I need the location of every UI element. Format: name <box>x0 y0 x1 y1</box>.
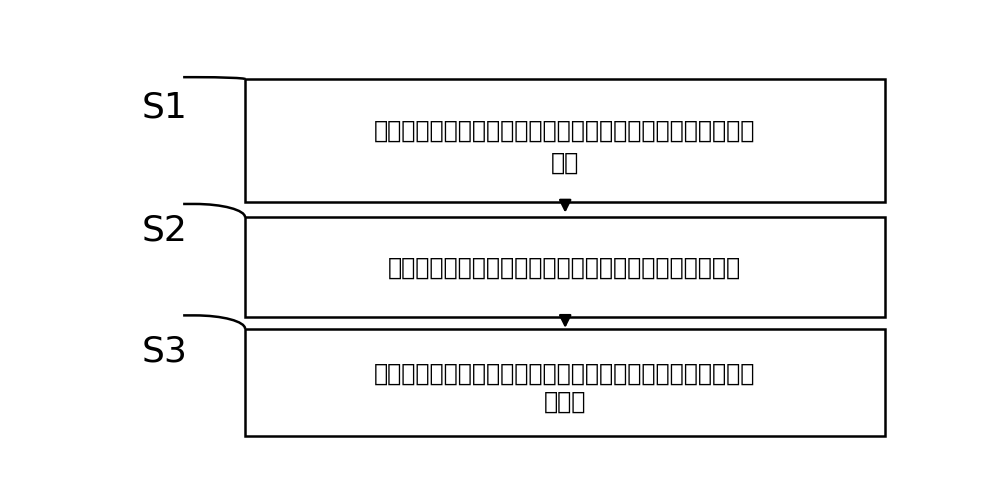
Text: S3: S3 <box>142 335 188 369</box>
Text: S2: S2 <box>142 214 188 248</box>
Text: 由决策: 由决策 <box>544 390 586 414</box>
Text: 基于训练后的所述神经网络模型在所述微纳卫星网络中进行路: 基于训练后的所述神经网络模型在所述微纳卫星网络中进行路 <box>374 362 756 386</box>
Bar <box>245 79 885 202</box>
Text: 模型: 模型 <box>551 151 579 175</box>
Text: 在所述微纳卫星网络中的每一个微纳卫星上搭建一个神经网络: 在所述微纳卫星网络中的每一个微纳卫星上搭建一个神经网络 <box>374 119 756 143</box>
Text: 通过随机生成的训练数据包对所述神经网络模型进行训练: 通过随机生成的训练数据包对所述神经网络模型进行训练 <box>388 255 741 279</box>
Bar <box>245 218 885 317</box>
Text: S1: S1 <box>142 91 188 125</box>
Bar <box>245 329 885 437</box>
